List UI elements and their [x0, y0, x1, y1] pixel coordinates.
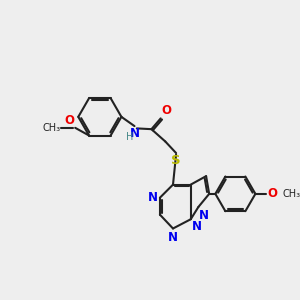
Text: CH₃: CH₃ — [43, 123, 61, 133]
Text: N: N — [130, 127, 140, 140]
Text: N: N — [168, 231, 178, 244]
Text: H: H — [126, 132, 134, 142]
Text: S: S — [171, 154, 181, 167]
Text: N: N — [148, 191, 158, 204]
Text: CH₃: CH₃ — [282, 189, 300, 199]
Text: N: N — [192, 220, 202, 233]
Text: O: O — [161, 104, 172, 117]
Text: O: O — [64, 114, 74, 127]
Text: O: O — [267, 187, 277, 200]
Text: N: N — [199, 209, 209, 222]
